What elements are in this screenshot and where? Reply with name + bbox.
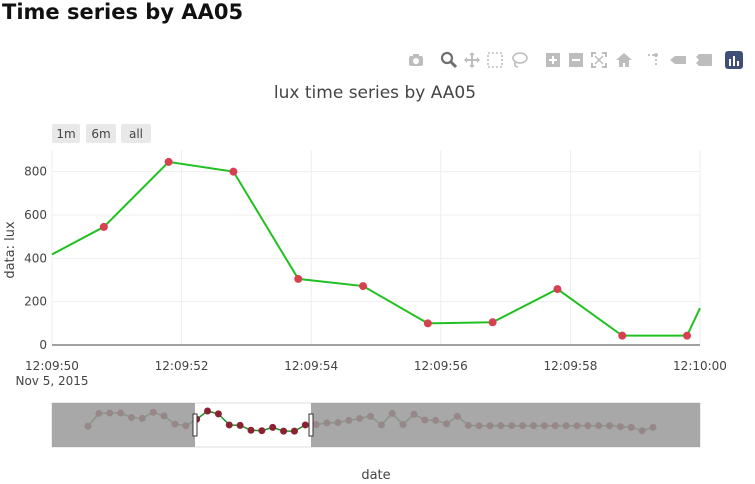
pan-icon[interactable] xyxy=(462,50,482,70)
y-tick-label: 600 xyxy=(24,208,47,222)
plotly-logo-icon[interactable] xyxy=(724,50,744,70)
y-tick-label: 800 xyxy=(24,165,47,179)
data-point[interactable] xyxy=(553,285,562,294)
range-slider-mask-right xyxy=(311,403,700,447)
chart-title: lux time series by AA05 xyxy=(274,83,476,103)
range-button-label: 6m xyxy=(91,127,110,141)
data-point[interactable] xyxy=(294,274,303,283)
x-tick-label: 12:09:56 xyxy=(414,359,468,373)
lasso-icon[interactable] xyxy=(510,50,530,70)
zoom-icon[interactable] xyxy=(439,50,459,70)
x-tick-label: 12:09:52 xyxy=(155,359,209,373)
range-button-label: all xyxy=(129,127,143,141)
spike-lines-icon[interactable] xyxy=(644,50,664,70)
autoscale-icon[interactable] xyxy=(589,50,609,70)
range-slider-point xyxy=(301,421,309,429)
range-slider-point xyxy=(247,426,255,434)
range-slider-point xyxy=(269,423,277,431)
range-slider-point xyxy=(236,421,244,429)
data-point[interactable] xyxy=(99,222,108,231)
y-tick-label: 400 xyxy=(24,251,47,265)
camera-icon[interactable] xyxy=(406,50,426,70)
zoom-in-icon[interactable] xyxy=(543,50,563,70)
x-tick-label: 12:09:58 xyxy=(543,359,597,373)
range-slider-handle-right[interactable] xyxy=(308,413,314,437)
range-button-label: 1m xyxy=(56,127,75,141)
reset-home-icon[interactable] xyxy=(614,50,634,70)
range-button-6m[interactable]: 6m xyxy=(86,124,116,143)
range-button-all[interactable]: all xyxy=(121,124,151,143)
data-point[interactable] xyxy=(359,282,368,291)
zoom-out-icon[interactable] xyxy=(566,50,586,70)
hover-closest-icon[interactable] xyxy=(668,50,688,70)
data-point[interactable] xyxy=(488,318,497,327)
range-slider-mask-left xyxy=(52,403,195,447)
hover-compare-icon[interactable] xyxy=(694,50,714,70)
x-tick-label: 12:10:00 xyxy=(673,359,727,373)
range-slider-point xyxy=(204,407,212,415)
series-group xyxy=(51,157,701,340)
range-selector: 1m 6m all xyxy=(52,124,151,143)
range-slider-point xyxy=(225,421,233,429)
y-tick-label: 0 xyxy=(39,338,47,352)
range-slider-point xyxy=(214,410,222,418)
range-button-1m[interactable]: 1m xyxy=(52,124,80,143)
x-date-label: Nov 5, 2015 xyxy=(15,374,88,388)
y-tick-label: 200 xyxy=(24,295,47,309)
series-line xyxy=(51,160,701,337)
plot-area[interactable] xyxy=(52,150,700,345)
data-point[interactable] xyxy=(164,157,173,166)
range-slider-point xyxy=(280,427,288,435)
page-title: Time series by AA05 xyxy=(2,0,244,24)
y-axis-title: data: lux xyxy=(3,221,18,279)
x-tick-label: 12:09:50 xyxy=(25,359,79,373)
range-slider-point xyxy=(258,427,266,435)
data-point[interactable] xyxy=(683,331,692,340)
data-point[interactable] xyxy=(618,331,627,340)
data-point[interactable] xyxy=(229,167,238,176)
axes: 0 200 400 600 800 12:09:50 12:09:52 12:09:54 12:… xyxy=(15,165,726,388)
data-point[interactable] xyxy=(423,319,432,328)
range-slider-handle-left[interactable] xyxy=(192,413,198,437)
box-select-icon[interactable] xyxy=(485,50,505,70)
range-slider-point xyxy=(290,427,298,435)
x-tick-label: 12:09:54 xyxy=(284,359,338,373)
x-axis-title: date xyxy=(361,468,390,483)
range-slider[interactable] xyxy=(51,402,701,448)
